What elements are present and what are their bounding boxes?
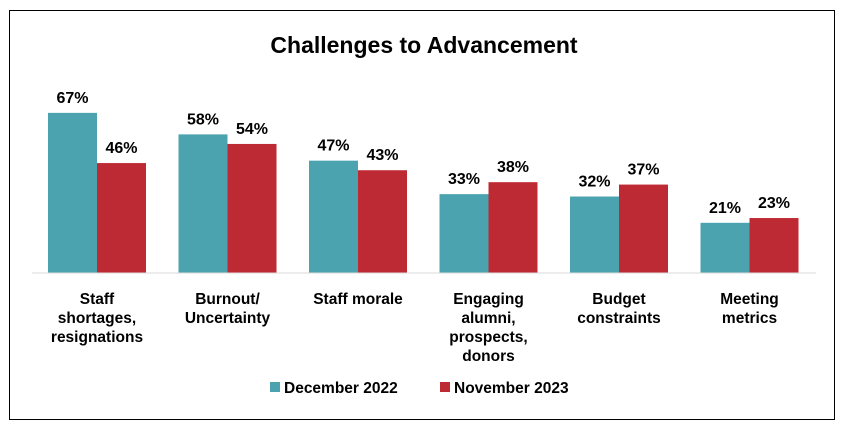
data-label: 33% <box>448 171 480 188</box>
bar-nov-2023-3 <box>488 182 538 273</box>
legend-label: December 2022 <box>284 380 398 397</box>
data-label: 37% <box>627 162 659 179</box>
bar-dec-2022-5 <box>700 222 750 273</box>
data-label: 23% <box>758 195 790 212</box>
data-label: 46% <box>105 140 137 157</box>
bar-dec-2022-4 <box>570 196 619 273</box>
bar-nov-2023-0 <box>97 163 146 273</box>
data-label: 43% <box>366 147 398 164</box>
data-label: 21% <box>709 200 741 217</box>
legend: December 2022 November 2023 <box>270 380 569 397</box>
category-label: Meeting metrics <box>720 291 779 327</box>
bar-dec-2022-2 <box>309 160 358 273</box>
category-label: Burnout/Uncertainty <box>185 291 271 327</box>
bar-dec-2022-1 <box>178 134 228 273</box>
data-label: 67% <box>56 90 88 107</box>
chart-title: Challenges to Advancement <box>270 32 578 58</box>
bar-nov-2023-1 <box>227 143 277 273</box>
bars-group <box>48 112 799 274</box>
bar-nov-2023-5 <box>749 218 799 273</box>
legend-label: November 2023 <box>454 380 569 397</box>
data-labels-group: 67% 46% 58% 54% 47% 43% 33% 38% 32% 37% 21% 23% <box>56 90 790 217</box>
category-label: Staff shortages, resignations <box>51 291 143 346</box>
category-labels-group: Staff shortages, resignations Burnout/Uncer… <box>51 291 779 365</box>
category-label: Staff morale <box>313 291 403 308</box>
data-label: 54% <box>236 121 268 138</box>
legend-swatch <box>440 382 450 392</box>
bar-dec-2022-3 <box>439 194 489 273</box>
bar-nov-2023-2 <box>358 170 407 273</box>
data-label: 47% <box>317 138 349 155</box>
category-label: Engaging alumni, prospects, donors <box>449 291 527 365</box>
bar-nov-2023-4 <box>619 184 668 273</box>
data-label: 38% <box>497 159 529 176</box>
data-label: 32% <box>578 174 610 191</box>
bar-dec-2022-0 <box>48 112 97 274</box>
legend-swatch <box>270 382 280 392</box>
data-label: 58% <box>187 111 219 128</box>
chart-frame <box>9 10 835 420</box>
category-label: Budget constraints <box>577 291 661 327</box>
